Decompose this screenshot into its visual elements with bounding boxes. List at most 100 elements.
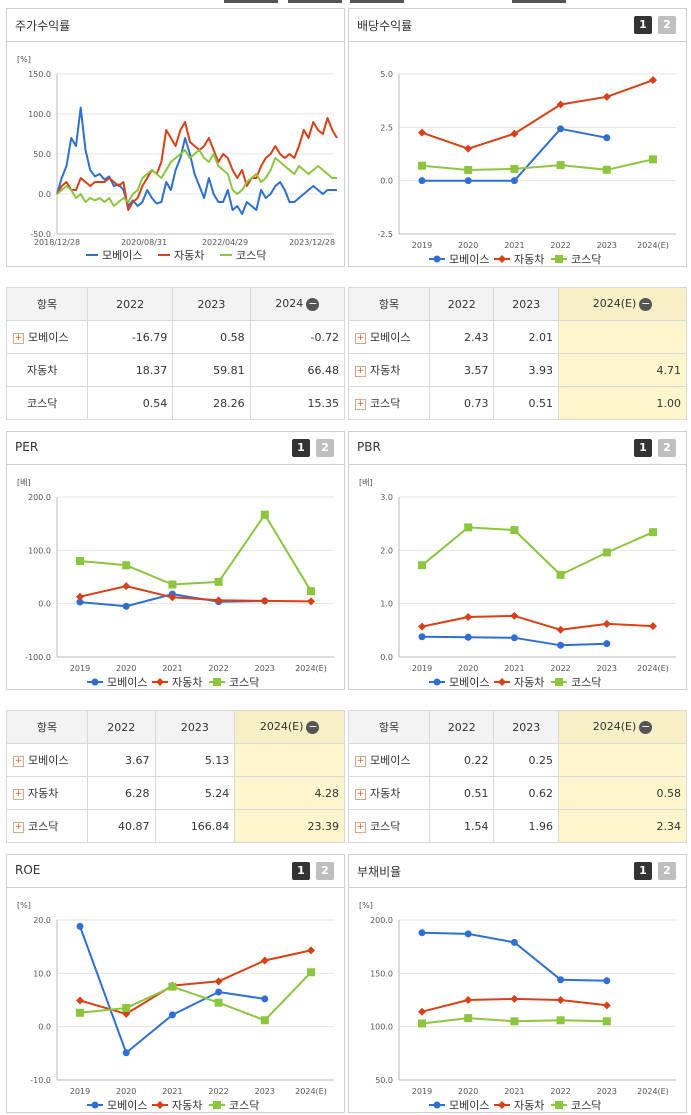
row-name: 자동차 <box>27 364 58 377</box>
table-cell <box>557 320 688 354</box>
expand-icon[interactable]: + <box>355 398 366 410</box>
legend-label: 자동차 <box>514 676 544 689</box>
data-point <box>556 996 565 1004</box>
column-header-label: 2023 <box>512 720 541 734</box>
legend-label: 자동차 <box>172 1099 202 1112</box>
tab-1[interactable]: 1 <box>634 439 652 457</box>
expand-icon[interactable]: + <box>13 821 24 833</box>
series-line-3 <box>79 513 312 592</box>
collapse-icon[interactable]: − <box>639 296 653 311</box>
data-point <box>76 996 84 1005</box>
expand-icon[interactable]: + <box>13 332 24 344</box>
y-tick-label: 2.5 <box>380 123 393 132</box>
column-header: 항목 <box>348 710 430 744</box>
table-cell: 5.13 <box>154 743 236 777</box>
tab-1[interactable]: 1 <box>634 16 652 34</box>
tab-2[interactable]: 2 <box>658 439 676 457</box>
tab-2[interactable]: 2 <box>316 439 334 457</box>
tab-2[interactable]: 2 <box>316 862 334 880</box>
dividend-panel: 배당수익률 1 2 5.0 2.5 0.0 -2.5 2019 2020 2021 2022 2… <box>348 8 687 267</box>
collapse-icon[interactable]: − <box>639 719 653 734</box>
legend-label: 자동차 <box>174 249 204 262</box>
legend-label: 모베이스 <box>107 1099 147 1112</box>
data-point <box>418 128 426 137</box>
y-tick-label: 200.0 <box>370 916 393 925</box>
data-point <box>602 548 611 557</box>
data-point <box>122 582 131 591</box>
data-point <box>510 177 518 185</box>
x-tick-label: 2020 <box>458 241 478 250</box>
table-cell: 3.93 <box>493 353 559 387</box>
legend-label: 모베이스 <box>449 676 489 689</box>
data-point <box>556 161 565 170</box>
row-name-cell: + 코스닥 <box>6 809 88 843</box>
tab-1[interactable]: 1 <box>292 439 310 457</box>
data-point <box>168 1011 176 1019</box>
data-point <box>418 622 426 631</box>
x-tick-label: 2022 <box>550 1087 570 1096</box>
row-name: 자동차 <box>370 787 401 800</box>
row-name: 모베이스 <box>370 331 411 344</box>
y-tick-label: 0.0 <box>38 1023 51 1032</box>
collapse-icon[interactable]: − <box>306 719 320 734</box>
collapse-icon[interactable]: − <box>306 296 320 311</box>
column-header: 2022 <box>428 710 495 744</box>
y-tick-label: 100.0 <box>370 1023 393 1032</box>
x-tick-label: 2020 <box>116 664 136 673</box>
x-tick-label: 2022 <box>208 1087 228 1096</box>
tab-1[interactable]: 1 <box>292 862 310 880</box>
stock-return-table: 항목 2022 2023 2024− + 모베이스 -16.79 0.58 -0.72 자동차 18… <box>6 287 346 420</box>
expand-icon[interactable]: + <box>355 755 366 767</box>
expand-icon[interactable]: + <box>355 332 366 344</box>
table-cell: -16.79 <box>86 320 174 354</box>
row-name: 코스닥 <box>27 397 58 410</box>
expand-icon[interactable]: + <box>355 788 366 800</box>
panel-header: 주가수익률 <box>7 9 344 42</box>
column-header-label: 2023 <box>180 720 209 734</box>
y-tick-label: 3.0 <box>380 493 393 502</box>
x-tick-label: 2020 <box>116 1087 136 1096</box>
series-line-1 <box>56 106 337 215</box>
tab-2[interactable]: 2 <box>658 16 676 34</box>
data-point <box>649 155 657 164</box>
expand-icon[interactable]: + <box>13 788 24 800</box>
table-row: 자동차 18.37 59.81 66.48 <box>6 353 346 387</box>
data-point <box>557 641 565 649</box>
table-cell: 18.37 <box>86 353 174 387</box>
column-header-label: 항목 <box>378 721 400 734</box>
x-tick-label: 2019 <box>412 241 432 250</box>
tab-1[interactable]: 1 <box>634 862 652 880</box>
top-strip <box>224 0 566 3</box>
panel-title: PBR <box>357 440 381 454</box>
x-tick-label: 2024(E) <box>295 1087 327 1096</box>
table-row: + 자동차 6.28 5.24 4.28 <box>6 776 345 810</box>
expand-icon[interactable]: + <box>355 365 366 377</box>
data-point <box>602 1001 611 1010</box>
stock-return-panel: 주가수익률 [%] 150.0 100.0 50.0 0.0 -50.0 2018/12/2… <box>6 8 345 267</box>
top-strip-seg <box>512 0 566 3</box>
data-point <box>464 613 473 621</box>
data-point <box>418 561 426 570</box>
data-point <box>433 678 441 686</box>
table-cell: 40.87 <box>87 809 156 843</box>
tab-2[interactable]: 2 <box>658 862 676 880</box>
data-point <box>122 561 131 570</box>
data-point <box>510 938 518 946</box>
x-tick-label: 2021 <box>162 1087 182 1096</box>
data-point <box>168 580 177 589</box>
data-point <box>602 92 611 101</box>
data-point <box>418 161 426 170</box>
axis-unit: [%] <box>17 55 31 64</box>
y-tick-label: 50.0 <box>33 150 51 159</box>
table-cell: 2.43 <box>428 320 495 354</box>
x-tick-label: 2018/12/28 <box>34 238 80 247</box>
pbr-table: 항목 2022 2023 2024(E) − + 모베이스 0.22 0.25 + 자동차 0.51 0… <box>348 710 688 843</box>
x-tick-label: 2024(E) <box>637 664 669 673</box>
expand-icon[interactable]: + <box>355 821 366 833</box>
axis-unit: [%] <box>359 901 373 910</box>
expand-icon[interactable]: + <box>13 755 24 767</box>
table-cell: 0.58 <box>172 320 251 354</box>
data-point <box>418 177 426 185</box>
data-point <box>603 134 611 142</box>
column-header-label: 2022 <box>447 720 476 734</box>
